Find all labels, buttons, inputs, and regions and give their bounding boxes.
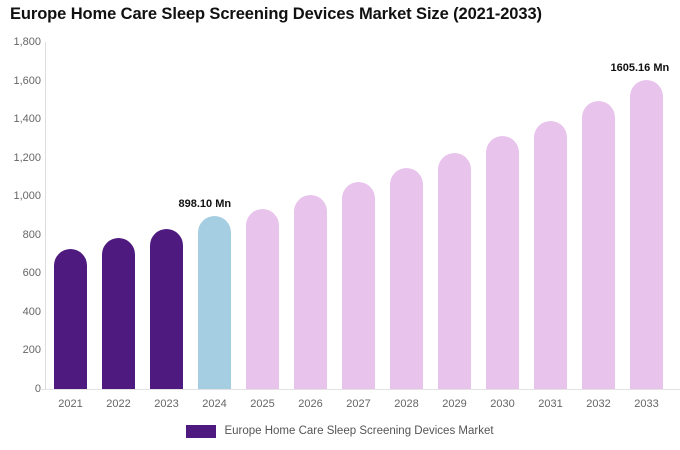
- bar-2022[interactable]: [102, 238, 135, 389]
- x-axis-tick-label: 2025: [250, 398, 275, 410]
- bar-value-label-2033: 1605.16 Mn: [610, 61, 670, 74]
- y-axis-tick-label: 200: [22, 344, 41, 357]
- x-axis-tick-label: 2031: [538, 398, 563, 410]
- bar-2024[interactable]: [198, 215, 231, 389]
- y-axis-tick-label: 400: [22, 305, 41, 318]
- y-axis-tick-label: 1,200: [13, 151, 41, 164]
- y-axis-tick-label: 1,600: [13, 74, 41, 87]
- bar-2027[interactable]: [342, 182, 375, 389]
- bar-2023[interactable]: [150, 229, 183, 389]
- x-axis-baseline: [40, 389, 680, 390]
- bar-2026[interactable]: [294, 195, 327, 389]
- bar-value-label-2024: 898.10 Mn: [178, 197, 232, 210]
- y-axis-tick-label: 1,400: [13, 113, 41, 126]
- y-axis-line: [45, 42, 46, 389]
- plot-area: [46, 42, 680, 389]
- y-axis-tick-label: 800: [22, 228, 41, 241]
- x-axis-tick-label: 2023: [154, 398, 179, 410]
- x-axis-tick-label: 2024: [202, 398, 227, 410]
- bar-2032[interactable]: [582, 101, 615, 389]
- y-axis: 1,800 1,600 1,400 1,200 1,000 800 600 400 200 0: [0, 0, 41, 450]
- bar-2021[interactable]: [54, 249, 87, 389]
- chart-title: Europe Home Care Sleep Screening Devices…: [10, 5, 542, 23]
- bar-2028[interactable]: [390, 167, 423, 389]
- x-axis-tick-label: 2026: [298, 398, 323, 410]
- x-axis-tick-label: 2027: [346, 398, 371, 410]
- legend-swatch: [186, 425, 217, 438]
- bar-2031[interactable]: [534, 121, 567, 389]
- chart-legend: Europe Home Care Sleep Screening Devices…: [0, 425, 680, 438]
- x-axis-tick-label: 2021: [58, 398, 83, 410]
- y-axis-tick-label: 1,800: [13, 36, 41, 48]
- bar-2033[interactable]: [630, 79, 663, 389]
- y-axis-tick-label: 600: [22, 267, 41, 280]
- bar-2030[interactable]: [486, 136, 519, 389]
- x-axis-tick-label: 2030: [490, 398, 515, 410]
- y-axis-tick-label: 1,000: [13, 190, 41, 203]
- y-axis-tick-label: 0: [34, 383, 41, 395]
- legend-label: Europe Home Care Sleep Screening Devices…: [224, 425, 494, 437]
- x-axis-tick-label: 2022: [106, 398, 131, 410]
- x-axis-tick-label: 2033: [634, 398, 659, 410]
- x-axis-tick-label: 2028: [394, 398, 419, 410]
- x-axis-tick-label: 2029: [442, 398, 467, 410]
- bar-2025[interactable]: [246, 208, 279, 389]
- x-axis-tick-label: 2032: [586, 398, 611, 410]
- bar-2029[interactable]: [438, 153, 471, 389]
